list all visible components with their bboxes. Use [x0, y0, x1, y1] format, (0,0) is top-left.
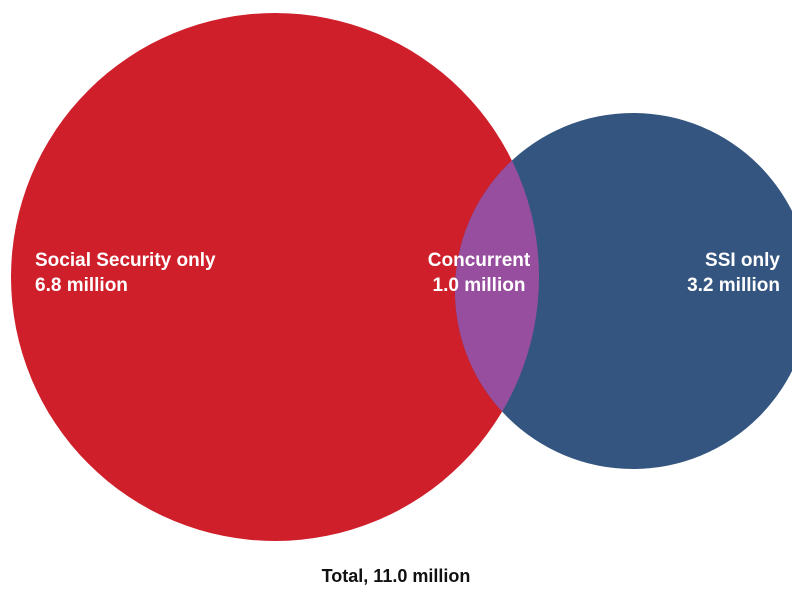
ssi-only-value: 3.2 million: [687, 275, 780, 296]
ssi-only-label: SSI only 3.2 million: [687, 248, 780, 298]
ssi-circle: [455, 113, 792, 469]
concurrent-label: Concurrent 1.0 million: [411, 248, 547, 298]
concurrent-name: Concurrent: [427, 250, 531, 271]
ssi-only-name: SSI only: [705, 250, 780, 271]
total-caption: Total, 11.0 million: [321, 566, 471, 586]
social-security-circle: [11, 13, 539, 541]
social-security-only-label: Social Security only 6.8 million: [35, 248, 216, 298]
social-security-only-name: Social Security only: [35, 250, 216, 271]
social-security-only-value: 6.8 million: [35, 275, 128, 296]
concurrent-value: 1.0 million: [432, 275, 526, 296]
